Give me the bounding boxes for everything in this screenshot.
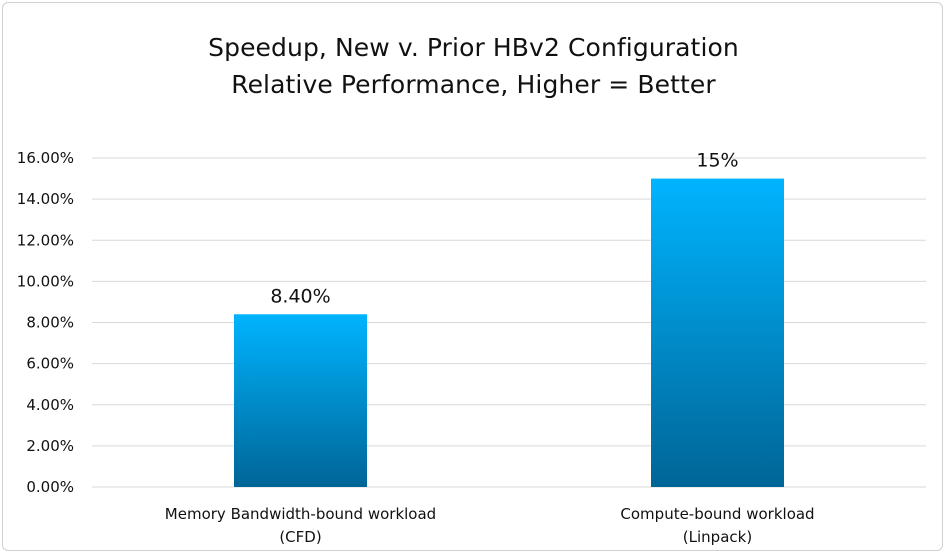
chart-title: Speedup, New v. Prior HBv2 Configuration — [208, 33, 739, 62]
bar — [234, 314, 367, 487]
y-tick-label: 12.00% — [17, 231, 74, 249]
chart-subtitle: Relative Performance, Higher = Better — [231, 70, 716, 99]
gridlines — [92, 157, 926, 488]
y-tick-label: 14.00% — [17, 190, 74, 208]
y-tick-label: 2.00% — [26, 437, 74, 455]
y-tick-label: 4.00% — [26, 396, 74, 414]
data-label: 8.40% — [270, 285, 330, 307]
y-tick-label: 8.00% — [26, 314, 74, 332]
x-category-label: (CFD) — [279, 528, 321, 546]
bar — [651, 178, 784, 487]
bars: 8.40% 15% — [234, 150, 784, 487]
data-label: 15% — [696, 150, 738, 172]
x-category-label: Compute-bound workload — [620, 505, 814, 523]
x-category-label: Memory Bandwidth-bound workload — [165, 505, 436, 523]
x-axis: Memory Bandwidth-bound workload (CFD) Comp… — [165, 505, 815, 546]
y-tick-label: 6.00% — [26, 355, 74, 373]
y-tick-label: 10.00% — [17, 272, 74, 290]
y-tick-label: 16.00% — [17, 149, 74, 167]
x-category-label: (Linpack) — [683, 528, 752, 546]
y-axis: 0.00% 2.00% 4.00% 6.00% 8.00% 10.00% 12.00% 14.… — [17, 149, 74, 496]
y-tick-label: 0.00% — [26, 478, 74, 496]
